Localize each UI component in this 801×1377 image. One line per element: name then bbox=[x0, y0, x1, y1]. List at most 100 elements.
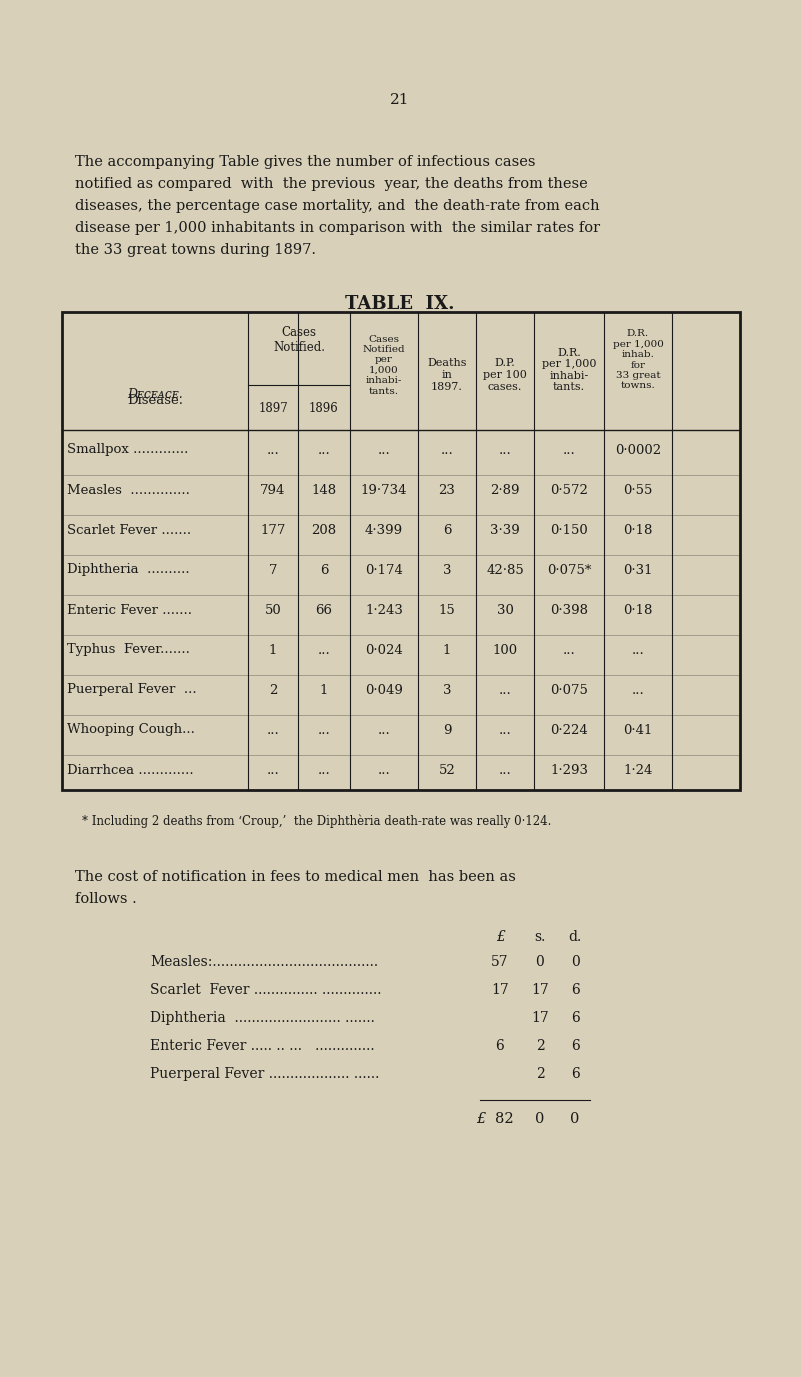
Text: 0·224: 0·224 bbox=[550, 723, 588, 737]
Text: ...: ... bbox=[377, 723, 390, 737]
Text: 82: 82 bbox=[495, 1113, 513, 1126]
Text: D.P.
per 100
cases.: D.P. per 100 cases. bbox=[483, 358, 527, 391]
Text: 1: 1 bbox=[443, 643, 451, 657]
Text: 4·399: 4·399 bbox=[365, 523, 403, 537]
Text: 0: 0 bbox=[536, 956, 545, 969]
Text: 50: 50 bbox=[264, 603, 281, 617]
Text: 7: 7 bbox=[269, 563, 277, 577]
Text: £: £ bbox=[496, 929, 505, 945]
Text: 1·243: 1·243 bbox=[365, 603, 403, 617]
Text: Whooping Cough...: Whooping Cough... bbox=[67, 723, 195, 737]
Text: 17: 17 bbox=[491, 983, 509, 997]
Text: 3: 3 bbox=[443, 683, 451, 697]
Text: 2: 2 bbox=[536, 1067, 545, 1081]
Text: ...: ... bbox=[499, 763, 511, 777]
Text: 15: 15 bbox=[439, 603, 456, 617]
Text: Disease.: Disease. bbox=[127, 394, 183, 406]
Text: Cases
Notified
per
1,000
inhabi-
tants.: Cases Notified per 1,000 inhabi- tants. bbox=[363, 335, 405, 395]
Text: 1896: 1896 bbox=[309, 402, 339, 414]
Text: 1·24: 1·24 bbox=[623, 763, 653, 777]
Bar bbox=[62, 313, 740, 790]
Text: ...: ... bbox=[499, 443, 511, 457]
Text: 21: 21 bbox=[390, 94, 410, 107]
Text: 17: 17 bbox=[531, 1011, 549, 1024]
Text: Enteric Fever ..... .. ...   ..............: Enteric Fever ..... .. ... .............… bbox=[150, 1040, 375, 1053]
Text: 6: 6 bbox=[496, 1040, 505, 1053]
Text: Cases
Notified.: Cases Notified. bbox=[273, 326, 325, 354]
Text: 0·174: 0·174 bbox=[365, 563, 403, 577]
Text: 0·0002: 0·0002 bbox=[615, 443, 661, 457]
Text: 100: 100 bbox=[493, 643, 517, 657]
Text: Dᴇᴄᴇᴀᴄᴇ.: Dᴇᴄᴇᴀᴄᴇ. bbox=[127, 388, 183, 402]
Text: Scarlet  Fever ............... ..............: Scarlet Fever ............... ..........… bbox=[150, 983, 381, 997]
Text: 177: 177 bbox=[260, 523, 286, 537]
Text: 2: 2 bbox=[536, 1040, 545, 1053]
Text: 0·049: 0·049 bbox=[365, 683, 403, 697]
Text: 6: 6 bbox=[443, 523, 451, 537]
Text: Enteric Fever .......: Enteric Fever ....... bbox=[67, 603, 192, 617]
Text: ...: ... bbox=[441, 443, 453, 457]
Text: 3: 3 bbox=[443, 563, 451, 577]
Text: 2·89: 2·89 bbox=[490, 483, 520, 497]
Text: 1·293: 1·293 bbox=[550, 763, 588, 777]
Text: 9: 9 bbox=[443, 723, 451, 737]
Text: 52: 52 bbox=[439, 763, 456, 777]
Text: Smallpox .............: Smallpox ............. bbox=[67, 443, 188, 457]
Text: Diphtheria  ......................... .......: Diphtheria ......................... ...… bbox=[150, 1011, 375, 1024]
Text: 23: 23 bbox=[439, 483, 456, 497]
Text: ...: ... bbox=[318, 763, 330, 777]
Text: 0·024: 0·024 bbox=[365, 643, 403, 657]
Text: 19·734: 19·734 bbox=[360, 483, 407, 497]
Text: ...: ... bbox=[318, 723, 330, 737]
Text: ...: ... bbox=[632, 683, 644, 697]
Text: 0·572: 0·572 bbox=[550, 483, 588, 497]
Text: 0·41: 0·41 bbox=[623, 723, 653, 737]
Text: 208: 208 bbox=[312, 523, 336, 537]
Text: ...: ... bbox=[562, 443, 575, 457]
Text: the 33 great towns during 1897.: the 33 great towns during 1897. bbox=[75, 242, 316, 257]
Text: 0·398: 0·398 bbox=[550, 603, 588, 617]
Text: D.R.
per 1,000
inhab.
for
33 great
towns.: D.R. per 1,000 inhab. for 33 great towns… bbox=[613, 329, 663, 391]
Text: 0·18: 0·18 bbox=[623, 603, 653, 617]
Text: £: £ bbox=[476, 1113, 485, 1126]
Text: ...: ... bbox=[499, 723, 511, 737]
Text: Scarlet Fever .......: Scarlet Fever ....... bbox=[67, 523, 191, 537]
Text: Diphtheria  ..........: Diphtheria .......... bbox=[67, 563, 190, 577]
Text: ...: ... bbox=[318, 643, 330, 657]
Text: disease per 1,000 inhabitants in comparison with  the similar rates for: disease per 1,000 inhabitants in compari… bbox=[75, 220, 600, 235]
Text: d.: d. bbox=[569, 929, 582, 945]
Text: ...: ... bbox=[377, 763, 390, 777]
Text: 794: 794 bbox=[260, 483, 286, 497]
Text: ...: ... bbox=[632, 643, 644, 657]
Text: ...: ... bbox=[562, 643, 575, 657]
Text: TABLE  IX.: TABLE IX. bbox=[345, 295, 455, 313]
Text: 2: 2 bbox=[269, 683, 277, 697]
Text: 42·85: 42·85 bbox=[486, 563, 524, 577]
Text: 6: 6 bbox=[570, 983, 579, 997]
Text: ...: ... bbox=[499, 683, 511, 697]
Text: 0: 0 bbox=[570, 956, 579, 969]
Text: The accompanying Table gives the number of infectious cases: The accompanying Table gives the number … bbox=[75, 156, 536, 169]
Text: 6: 6 bbox=[320, 563, 328, 577]
Text: 0: 0 bbox=[535, 1113, 545, 1126]
Text: 0·150: 0·150 bbox=[550, 523, 588, 537]
Text: 1: 1 bbox=[320, 683, 328, 697]
Text: 66: 66 bbox=[316, 603, 332, 617]
Text: ...: ... bbox=[318, 443, 330, 457]
Text: D.R.
per 1,000
inhabi-
tants.: D.R. per 1,000 inhabi- tants. bbox=[541, 347, 596, 392]
Text: * Including 2 deaths from ‘Croup,’  the Diphthèria death-rate was really 0·124.: * Including 2 deaths from ‘Croup,’ the D… bbox=[82, 815, 551, 829]
Text: 0: 0 bbox=[570, 1113, 580, 1126]
Text: 0·075: 0·075 bbox=[550, 683, 588, 697]
Text: Puerperal Fever ................... ......: Puerperal Fever ................... ....… bbox=[150, 1067, 380, 1081]
Text: 1: 1 bbox=[269, 643, 277, 657]
Text: ...: ... bbox=[377, 443, 390, 457]
Text: 0·075*: 0·075* bbox=[547, 563, 591, 577]
Text: ...: ... bbox=[267, 723, 280, 737]
Text: 6: 6 bbox=[570, 1011, 579, 1024]
Text: 3·39: 3·39 bbox=[490, 523, 520, 537]
Text: Puerperal Fever  ...: Puerperal Fever ... bbox=[67, 683, 196, 697]
Text: ...: ... bbox=[267, 443, 280, 457]
Text: follows .: follows . bbox=[75, 892, 137, 906]
Text: Typhus  Fever.......: Typhus Fever....... bbox=[67, 643, 190, 657]
Text: notified as compared  with  the previous  year, the deaths from these: notified as compared with the previous y… bbox=[75, 178, 588, 191]
